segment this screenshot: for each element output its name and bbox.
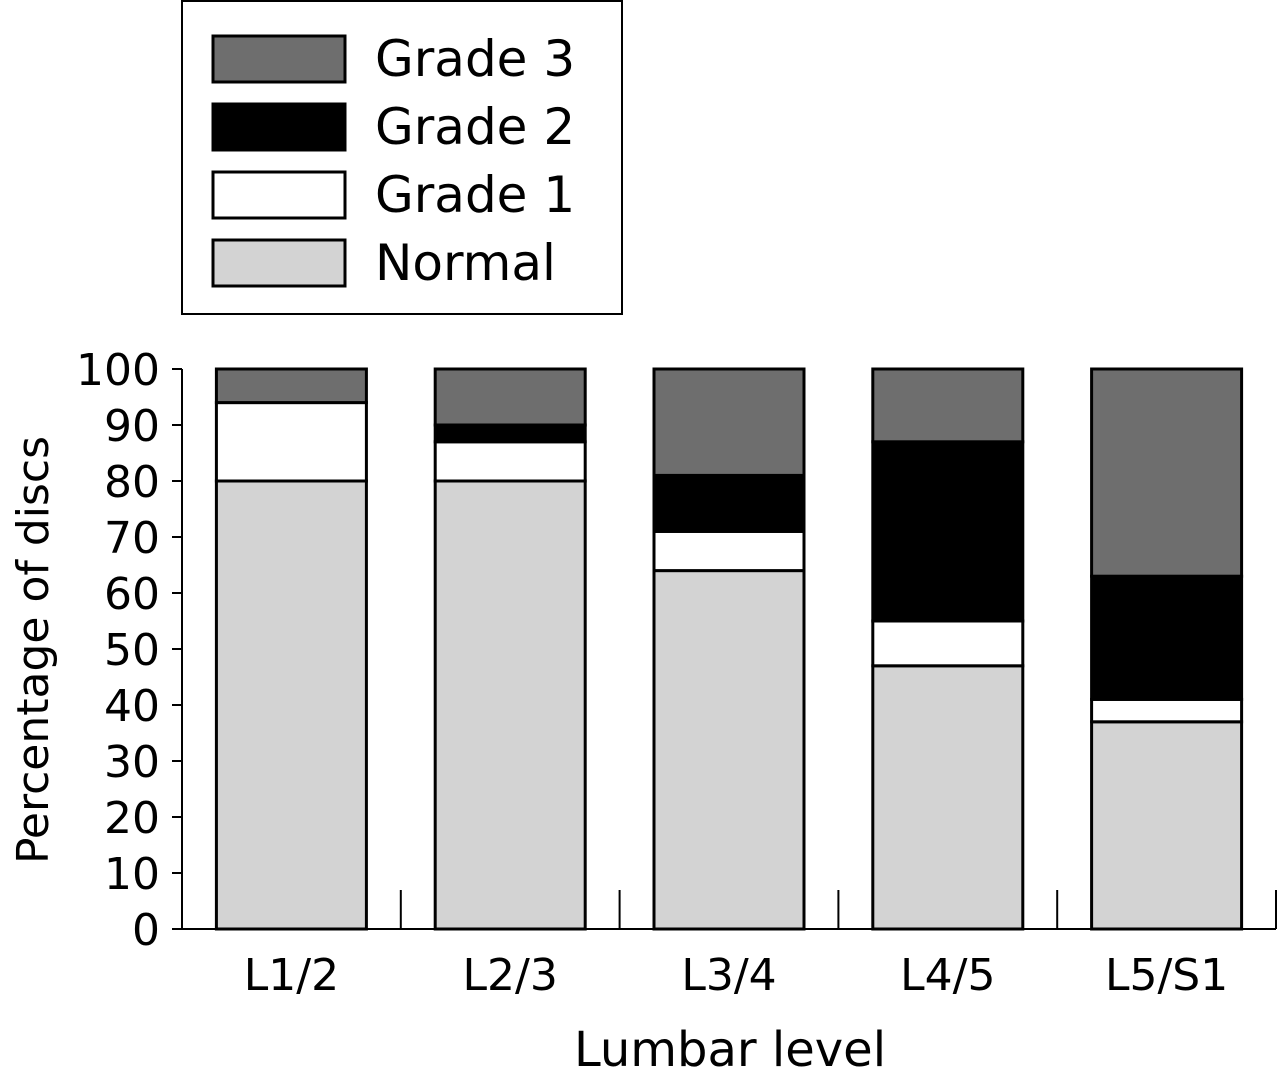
legend-swatch-grade-3: [211, 34, 347, 84]
bar-segment-l1-2-grade-3: [214, 367, 368, 405]
legend-label-grade-3: Grade 3: [375, 30, 575, 88]
y-tick-label: 100: [76, 345, 160, 396]
y-tick-label: 0: [132, 905, 160, 956]
bar-segment-l3-4-grade-1: [652, 529, 806, 573]
legend: Grade 3 Grade 2 Grade 1 Normal: [181, 0, 623, 315]
bar-segment-l4-5-normal: [871, 664, 1025, 931]
bar-segment-l2-3-grade-2: [433, 423, 587, 444]
bar-segment-l5-s1-grade-1: [1090, 697, 1244, 724]
y-tick-label: 40: [104, 681, 160, 732]
bar-segment-l5-s1-grade-3: [1090, 367, 1244, 578]
bar-segment-l4-5-grade-2: [871, 440, 1025, 623]
y-tick-label: 80: [104, 457, 160, 508]
legend-swatch-grade-1: [211, 170, 347, 220]
x-axis-label: Lumbar level: [574, 1022, 886, 1070]
bar-segment-l1-2-grade-1: [214, 401, 368, 483]
legend-label-grade-2: Grade 2: [375, 98, 575, 156]
y-tick-label: 30: [104, 737, 160, 788]
bar-segment-l5-s1-grade-2: [1090, 574, 1244, 701]
bar-segment-l3-4-grade-3: [652, 367, 806, 477]
y-tick-label: 60: [104, 569, 160, 620]
legend-swatch-normal: [211, 238, 347, 288]
y-axis-label: Percentage of discs: [8, 436, 59, 864]
bar-segment-l3-4-normal: [652, 569, 806, 931]
bar-segment-l2-3-grade-3: [433, 367, 587, 427]
x-tick-label: L2/3: [463, 950, 558, 1001]
bar-segment-l1-2-normal: [214, 479, 368, 931]
legend-label-grade-1: Grade 1: [375, 166, 575, 224]
legend-swatch-grade-2: [211, 102, 347, 152]
x-tick-label: L3/4: [681, 950, 776, 1001]
x-tick-label: L1/2: [244, 950, 339, 1001]
x-tick-label: L5/S1: [1105, 950, 1228, 1001]
y-tick-label: 90: [104, 401, 160, 452]
legend-label-normal: Normal: [375, 234, 556, 292]
y-tick-label: 70: [104, 513, 160, 564]
bar-segment-l5-s1-normal: [1090, 720, 1244, 931]
bar-segment-l3-4-grade-2: [652, 473, 806, 533]
bar-segment-l4-5-grade-3: [871, 367, 1025, 444]
x-tick-label: L4/5: [900, 950, 995, 1001]
bar-segment-l4-5-grade-1: [871, 619, 1025, 668]
bars: L1/2 L2/3 L3/4 L4/5 L5/S1: [214, 367, 1244, 1001]
bar-segment-l2-3-normal: [433, 479, 587, 931]
bar-segment-l2-3-grade-1: [433, 440, 587, 483]
y-tick-label: 20: [104, 793, 160, 844]
y-tick-label: 10: [104, 849, 160, 900]
y-tick-label: 50: [104, 625, 160, 676]
